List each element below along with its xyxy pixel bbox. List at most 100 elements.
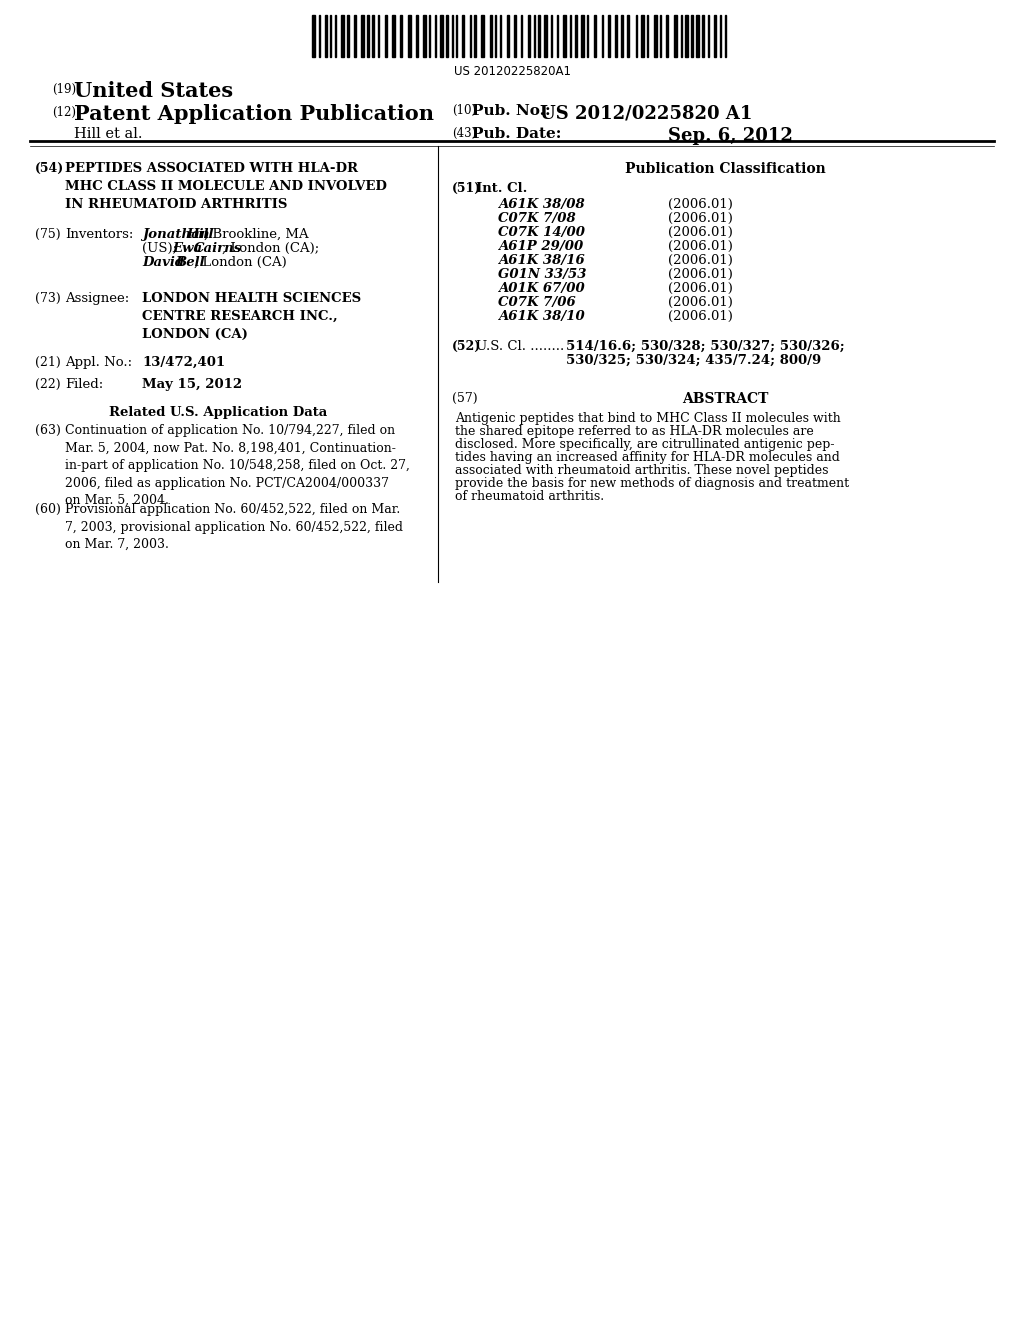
Text: Pub. No.:: Pub. No.:: [472, 104, 556, 117]
Text: (21): (21): [35, 356, 60, 370]
Bar: [514, 15, 516, 57]
Bar: [594, 15, 596, 57]
Text: Int. Cl.: Int. Cl.: [476, 182, 527, 195]
Text: US 2012/0225820 A1: US 2012/0225820 A1: [540, 104, 753, 121]
Bar: [347, 15, 349, 57]
Bar: [312, 15, 315, 57]
Text: , London (CA);: , London (CA);: [222, 242, 319, 255]
Text: (10): (10): [452, 104, 476, 117]
Bar: [538, 15, 540, 57]
Text: (12): (12): [52, 106, 76, 119]
Text: (2006.01): (2006.01): [668, 213, 733, 224]
Text: A61K 38/08: A61K 38/08: [498, 198, 585, 211]
Text: (75): (75): [35, 228, 60, 242]
Bar: [462, 15, 464, 57]
Bar: [608, 15, 610, 57]
Text: (60): (60): [35, 503, 60, 516]
Text: LONDON HEALTH SCIENCES
CENTRE RESEARCH INC.,
LONDON (CA): LONDON HEALTH SCIENCES CENTRE RESEARCH I…: [142, 292, 361, 341]
Bar: [581, 15, 584, 57]
Text: Assignee:: Assignee:: [65, 292, 129, 305]
Text: Sep. 6, 2012: Sep. 6, 2012: [668, 127, 793, 145]
Text: (73): (73): [35, 292, 60, 305]
Text: , Brookline, MA: , Brookline, MA: [204, 228, 308, 242]
Bar: [474, 15, 476, 57]
Text: the shared epitope referred to as HLA-DR molecules are: the shared epitope referred to as HLA-DR…: [455, 425, 814, 438]
Text: Hill et al.: Hill et al.: [74, 127, 142, 141]
Text: May 15, 2012: May 15, 2012: [142, 378, 242, 391]
Bar: [544, 15, 547, 57]
Bar: [416, 15, 418, 57]
Text: C07K 14/00: C07K 14/00: [498, 226, 585, 239]
Bar: [685, 15, 688, 57]
Text: (63): (63): [35, 424, 60, 437]
Text: U.S. Cl. ........: U.S. Cl. ........: [476, 341, 564, 352]
Text: Bell: Bell: [175, 256, 205, 269]
Text: (52): (52): [452, 341, 481, 352]
Text: (22): (22): [35, 378, 60, 391]
Bar: [714, 15, 716, 57]
Text: Pub. Date:: Pub. Date:: [472, 127, 561, 141]
Text: Hill: Hill: [186, 228, 213, 242]
Text: 13/472,401: 13/472,401: [142, 356, 225, 370]
Text: provide the basis for new methods of diagnosis and treatment: provide the basis for new methods of dia…: [455, 477, 849, 490]
Text: 530/325; 530/324; 435/7.24; 800/9: 530/325; 530/324; 435/7.24; 800/9: [566, 354, 821, 367]
Bar: [563, 15, 566, 57]
Text: (2006.01): (2006.01): [668, 240, 733, 253]
Bar: [507, 15, 509, 57]
Bar: [325, 15, 327, 57]
Text: (2006.01): (2006.01): [668, 268, 733, 281]
Bar: [691, 15, 693, 57]
Text: (2006.01): (2006.01): [668, 296, 733, 309]
Text: Antigenic peptides that bind to MHC Class II molecules with: Antigenic peptides that bind to MHC Clas…: [455, 412, 841, 425]
Text: PEPTIDES ASSOCIATED WITH HLA-DR
MHC CLASS II MOLECULE AND INVOLVED
IN RHEUMATOID: PEPTIDES ASSOCIATED WITH HLA-DR MHC CLAS…: [65, 162, 387, 211]
Text: (51): (51): [452, 182, 481, 195]
Text: Patent Application Publication: Patent Application Publication: [74, 104, 434, 124]
Text: A61P 29/00: A61P 29/00: [498, 240, 584, 253]
Text: (2006.01): (2006.01): [668, 253, 733, 267]
Bar: [367, 15, 369, 57]
Text: (54): (54): [35, 162, 65, 176]
Text: (19): (19): [52, 83, 76, 96]
Text: A61K 38/10: A61K 38/10: [498, 310, 585, 323]
Text: A01K 67/00: A01K 67/00: [498, 282, 585, 294]
Bar: [481, 15, 484, 57]
Text: Cairns: Cairns: [194, 242, 243, 255]
Text: associated with rheumatoid arthritis. These novel peptides: associated with rheumatoid arthritis. Th…: [455, 465, 828, 477]
Bar: [490, 15, 492, 57]
Text: Inventors:: Inventors:: [65, 228, 133, 242]
Text: (US);: (US);: [142, 242, 181, 255]
Text: Related U.S. Application Data: Related U.S. Application Data: [109, 407, 327, 418]
Text: (2006.01): (2006.01): [668, 310, 733, 323]
Bar: [696, 15, 699, 57]
Text: ABSTRACT: ABSTRACT: [682, 392, 768, 407]
Text: US 20120225820A1: US 20120225820A1: [454, 65, 570, 78]
Bar: [641, 15, 644, 57]
Text: disclosed. More specifically, are citrullinated antigenic pep-: disclosed. More specifically, are citrul…: [455, 438, 835, 451]
Text: A61K 38/16: A61K 38/16: [498, 253, 585, 267]
Text: (43): (43): [452, 127, 476, 140]
Text: (2006.01): (2006.01): [668, 226, 733, 239]
Bar: [408, 15, 411, 57]
Bar: [674, 15, 677, 57]
Text: C07K 7/06: C07K 7/06: [498, 296, 575, 309]
Text: 514/16.6; 530/328; 530/327; 530/326;: 514/16.6; 530/328; 530/327; 530/326;: [566, 341, 845, 352]
Text: of rheumatoid arthritis.: of rheumatoid arthritis.: [455, 490, 604, 503]
Bar: [400, 15, 402, 57]
Bar: [575, 15, 577, 57]
Bar: [615, 15, 617, 57]
Bar: [440, 15, 443, 57]
Text: (57): (57): [452, 392, 477, 405]
Bar: [341, 15, 344, 57]
Bar: [385, 15, 387, 57]
Text: David: David: [142, 256, 188, 269]
Text: Publication Classification: Publication Classification: [625, 162, 825, 176]
Bar: [372, 15, 374, 57]
Bar: [354, 15, 356, 57]
Bar: [666, 15, 668, 57]
Text: Appl. No.:: Appl. No.:: [65, 356, 132, 370]
Bar: [446, 15, 449, 57]
Bar: [627, 15, 629, 57]
Bar: [361, 15, 364, 57]
Text: tides having an increased affinity for HLA-DR molecules and: tides having an increased affinity for H…: [455, 451, 840, 465]
Text: United States: United States: [74, 81, 233, 102]
